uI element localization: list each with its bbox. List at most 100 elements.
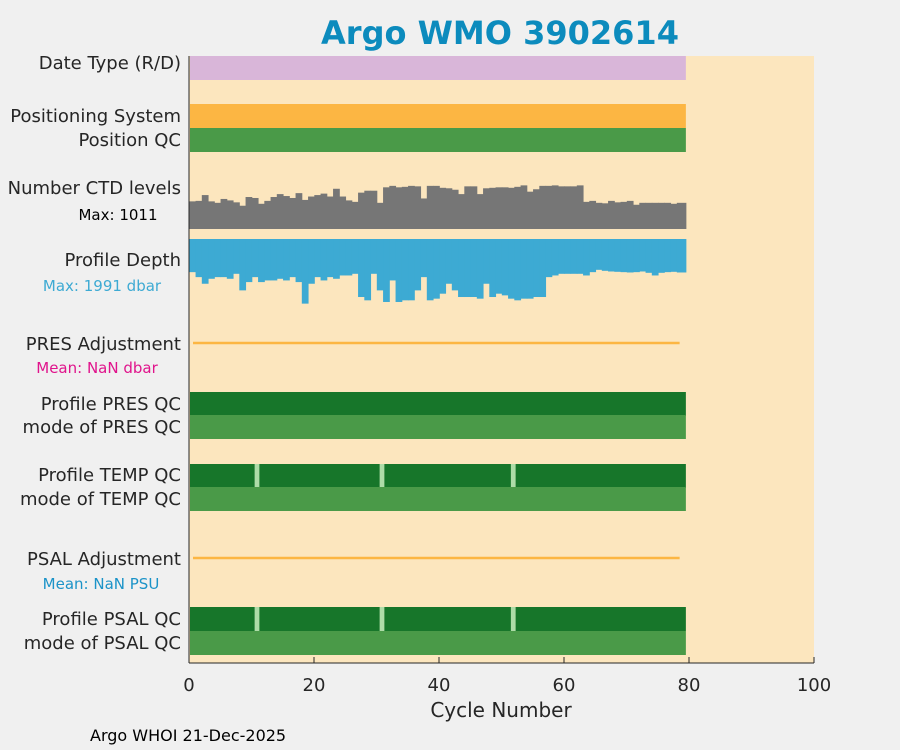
row-labels: Date Type (R/D) Positioning System Positio…: [8, 53, 181, 654]
depth-bar-cycle-25: [339, 239, 347, 276]
depth-bar-cycle-41: [439, 239, 447, 294]
row-label-profile-temp-qc: Profile TEMP QC: [38, 465, 181, 486]
ctd-bar-cycle-20: [308, 196, 315, 229]
plot-area: [189, 56, 814, 663]
ctd-bar-cycle-22: [320, 193, 328, 229]
ctd-bar-cycle-26: [345, 200, 353, 229]
ctd-bar-cycle-51: [501, 187, 509, 229]
ctd-bar-cycle-42: [445, 188, 453, 229]
ctd-bar-cycle-1: [189, 201, 197, 229]
ctd-bar-cycle-74: [645, 202, 653, 229]
x-tick-label-0: 0: [183, 675, 194, 696]
ctd-bar-cycle-46: [470, 186, 478, 229]
depth-bar-cycle-6: [220, 239, 228, 278]
ctd-bar-cycle-48: [483, 188, 490, 229]
depth-bar-cycle-45: [464, 239, 472, 298]
ctd-bar-cycle-47: [476, 194, 484, 229]
psal-adjustment-mean: Mean: NaN PSU: [43, 575, 160, 593]
ctd-bar-cycle-8: [233, 202, 240, 229]
depth-bar-cycle-46: [470, 239, 478, 298]
ctd-bar-cycle-36: [408, 185, 415, 229]
depth-bar-cycle-28: [358, 239, 365, 298]
row-label-mode-of-psal-qc: mode of PSAL QC: [24, 633, 181, 654]
depth-bar-cycle-23: [326, 239, 334, 278]
ctd-bar-cycle-59: [551, 185, 559, 229]
ctd-max-label: Max: 1011: [78, 206, 157, 224]
ctd-bar-cycle-61: [564, 186, 572, 229]
ctd-bar-cycle-66: [595, 202, 603, 229]
depth-bar-cycle-63: [576, 239, 584, 274]
depth-bar-cycle-38: [420, 239, 428, 278]
band-mode-of-temp-qc: [190, 487, 686, 511]
row-label-position-qc: Position QC: [78, 130, 181, 151]
ctd-bar-cycle-13: [264, 200, 272, 229]
ctd-bar-cycle-24: [333, 188, 340, 229]
ctd-bar-cycle-21: [314, 195, 322, 229]
band-positioning-system: [190, 104, 686, 128]
ctd-bar-cycle-6: [220, 198, 228, 229]
ctd-bar-cycle-10: [245, 197, 253, 229]
depth-bar-cycle-75: [651, 239, 659, 276]
band-mode-of-psal-qc: [190, 631, 686, 655]
depth-bar-cycle-35: [401, 239, 409, 301]
ctd-bar-cycle-19: [301, 199, 309, 229]
ctd-bar-cycle-50: [495, 187, 503, 229]
depth-bar-cycle-37: [414, 239, 422, 291]
depth-bar-cycle-36: [408, 239, 415, 301]
depth-bar-cycle-31: [376, 239, 384, 291]
ctd-bar-cycle-69: [614, 202, 622, 229]
ctd-bar-cycle-7: [226, 200, 234, 229]
ctd-bar-cycle-64: [583, 201, 590, 229]
ctd-bar-cycle-65: [589, 200, 597, 229]
depth-bar-cycle-21: [314, 239, 322, 278]
depth-bar-cycle-2: [195, 239, 203, 278]
depth-bar-cycle-33: [389, 239, 397, 281]
ctd-bar-cycle-77: [664, 202, 672, 229]
ctd-bar-cycle-16: [283, 196, 290, 229]
flag-profile-temp-qc-cycle-11: [254, 464, 260, 488]
depth-bar-cycle-50: [495, 239, 503, 294]
flag-profile-psal-qc-cycle-52: [510, 607, 516, 631]
ctd-bar-cycle-39: [426, 185, 434, 229]
ctd-bar-cycle-53: [514, 186, 522, 229]
x-tick-label-80: 80: [678, 675, 701, 696]
depth-bar-cycle-20: [308, 239, 315, 284]
band-position-qc: [190, 128, 686, 152]
depth-bar-cycle-4: [208, 239, 215, 279]
depth-bar-cycle-72: [633, 239, 640, 273]
ctd-bar-cycle-44: [458, 194, 465, 229]
ctd-bar-cycle-72: [633, 204, 640, 229]
depth-bar-cycle-10: [245, 239, 253, 283]
ctd-bar-cycle-17: [289, 197, 297, 229]
depth-bar-cycle-30: [370, 239, 378, 274]
depth-max-label: Max: 1991 dbar: [43, 277, 162, 295]
depth-bar-cycle-44: [458, 239, 465, 298]
depth-bar-cycle-5: [214, 239, 222, 278]
row-label-number-ctd-levels: Number CTD levels: [8, 178, 181, 199]
depth-bar-cycle-79: [676, 239, 687, 273]
ctd-bar-cycle-33: [389, 185, 397, 229]
ctd-bar-cycle-52: [508, 187, 515, 229]
flag-profile-temp-qc-cycle-31: [379, 464, 385, 488]
row-label-pres-adjustment: PRES Adjustment: [26, 334, 181, 355]
chart-title: Argo WMO 3902614: [321, 14, 679, 52]
ctd-bar-cycle-2: [195, 200, 203, 229]
ctd-bar-cycle-35: [401, 186, 409, 229]
depth-bar-cycle-70: [620, 239, 628, 273]
depth-bar-cycle-14: [270, 239, 278, 281]
ctd-bar-cycle-34: [395, 187, 403, 229]
depth-bar-cycle-39: [426, 239, 434, 301]
depth-bar-cycle-49: [489, 239, 497, 298]
ctd-bar-cycle-23: [326, 196, 334, 229]
ctd-bar-cycle-15: [276, 194, 284, 229]
band-mode-of-pres-qc: [190, 415, 686, 439]
depth-bar-cycle-26: [345, 239, 353, 276]
depth-bar-cycle-54: [520, 239, 528, 299]
depth-bar-cycle-73: [639, 239, 647, 272]
ctd-bar-cycle-41: [439, 187, 447, 229]
ctd-bar-cycle-56: [533, 189, 540, 229]
x-axis: 0 20 40 60 80 100: [183, 56, 831, 696]
ctd-bar-cycle-49: [489, 187, 497, 229]
depth-bar-cycle-66: [595, 239, 603, 270]
